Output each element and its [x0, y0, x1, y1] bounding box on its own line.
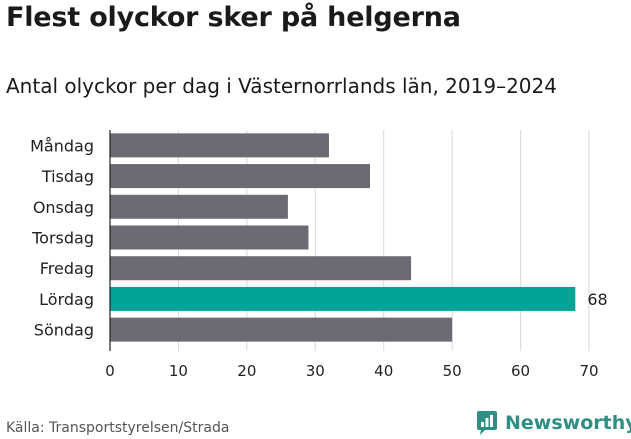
bar-tisdag: [110, 164, 371, 189]
category-label: Tisdag: [41, 167, 94, 186]
x-tick-label: 20: [237, 362, 256, 380]
x-tick-label: 0: [105, 362, 115, 380]
bar-fredag: [110, 256, 412, 281]
data-label: 68: [587, 290, 607, 309]
bar-onsdag: [110, 194, 288, 219]
category-label: Måndag: [30, 136, 94, 155]
x-tick-label: 40: [374, 362, 393, 380]
category-label: Fredag: [40, 259, 94, 278]
source-note: Källa: Transportstyrelsen/Strada: [6, 420, 230, 436]
bar-torsdag: [110, 225, 309, 250]
x-tick-label: 50: [443, 362, 462, 380]
chart-title: Flest olyckor sker på helgerna: [6, 2, 461, 33]
newsworthy-logo: Newsworthy: [475, 408, 631, 438]
bar-söndag: [110, 317, 453, 342]
chart-subtitle: Antal olyckor per dag i Västernorrlands …: [6, 74, 557, 98]
bar-måndag: [110, 133, 329, 158]
brand-name: Newsworthy: [505, 412, 631, 434]
x-tick-label: 10: [169, 362, 188, 380]
category-label: Lördag: [39, 290, 94, 309]
category-label: Söndag: [34, 321, 94, 340]
x-tick-label: 60: [511, 362, 530, 380]
category-label: Torsdag: [31, 229, 94, 248]
category-label: Onsdag: [33, 198, 94, 217]
x-tick-label: 30: [306, 362, 325, 380]
x-tick-label: 70: [579, 362, 598, 380]
newsworthy-icon: [477, 411, 497, 435]
bar-chart: 0 10 20 30 40 50 60 70 Måndag Tisdag Onsdag Torsdag…: [30, 130, 608, 380]
bar-lördag: [110, 286, 576, 311]
